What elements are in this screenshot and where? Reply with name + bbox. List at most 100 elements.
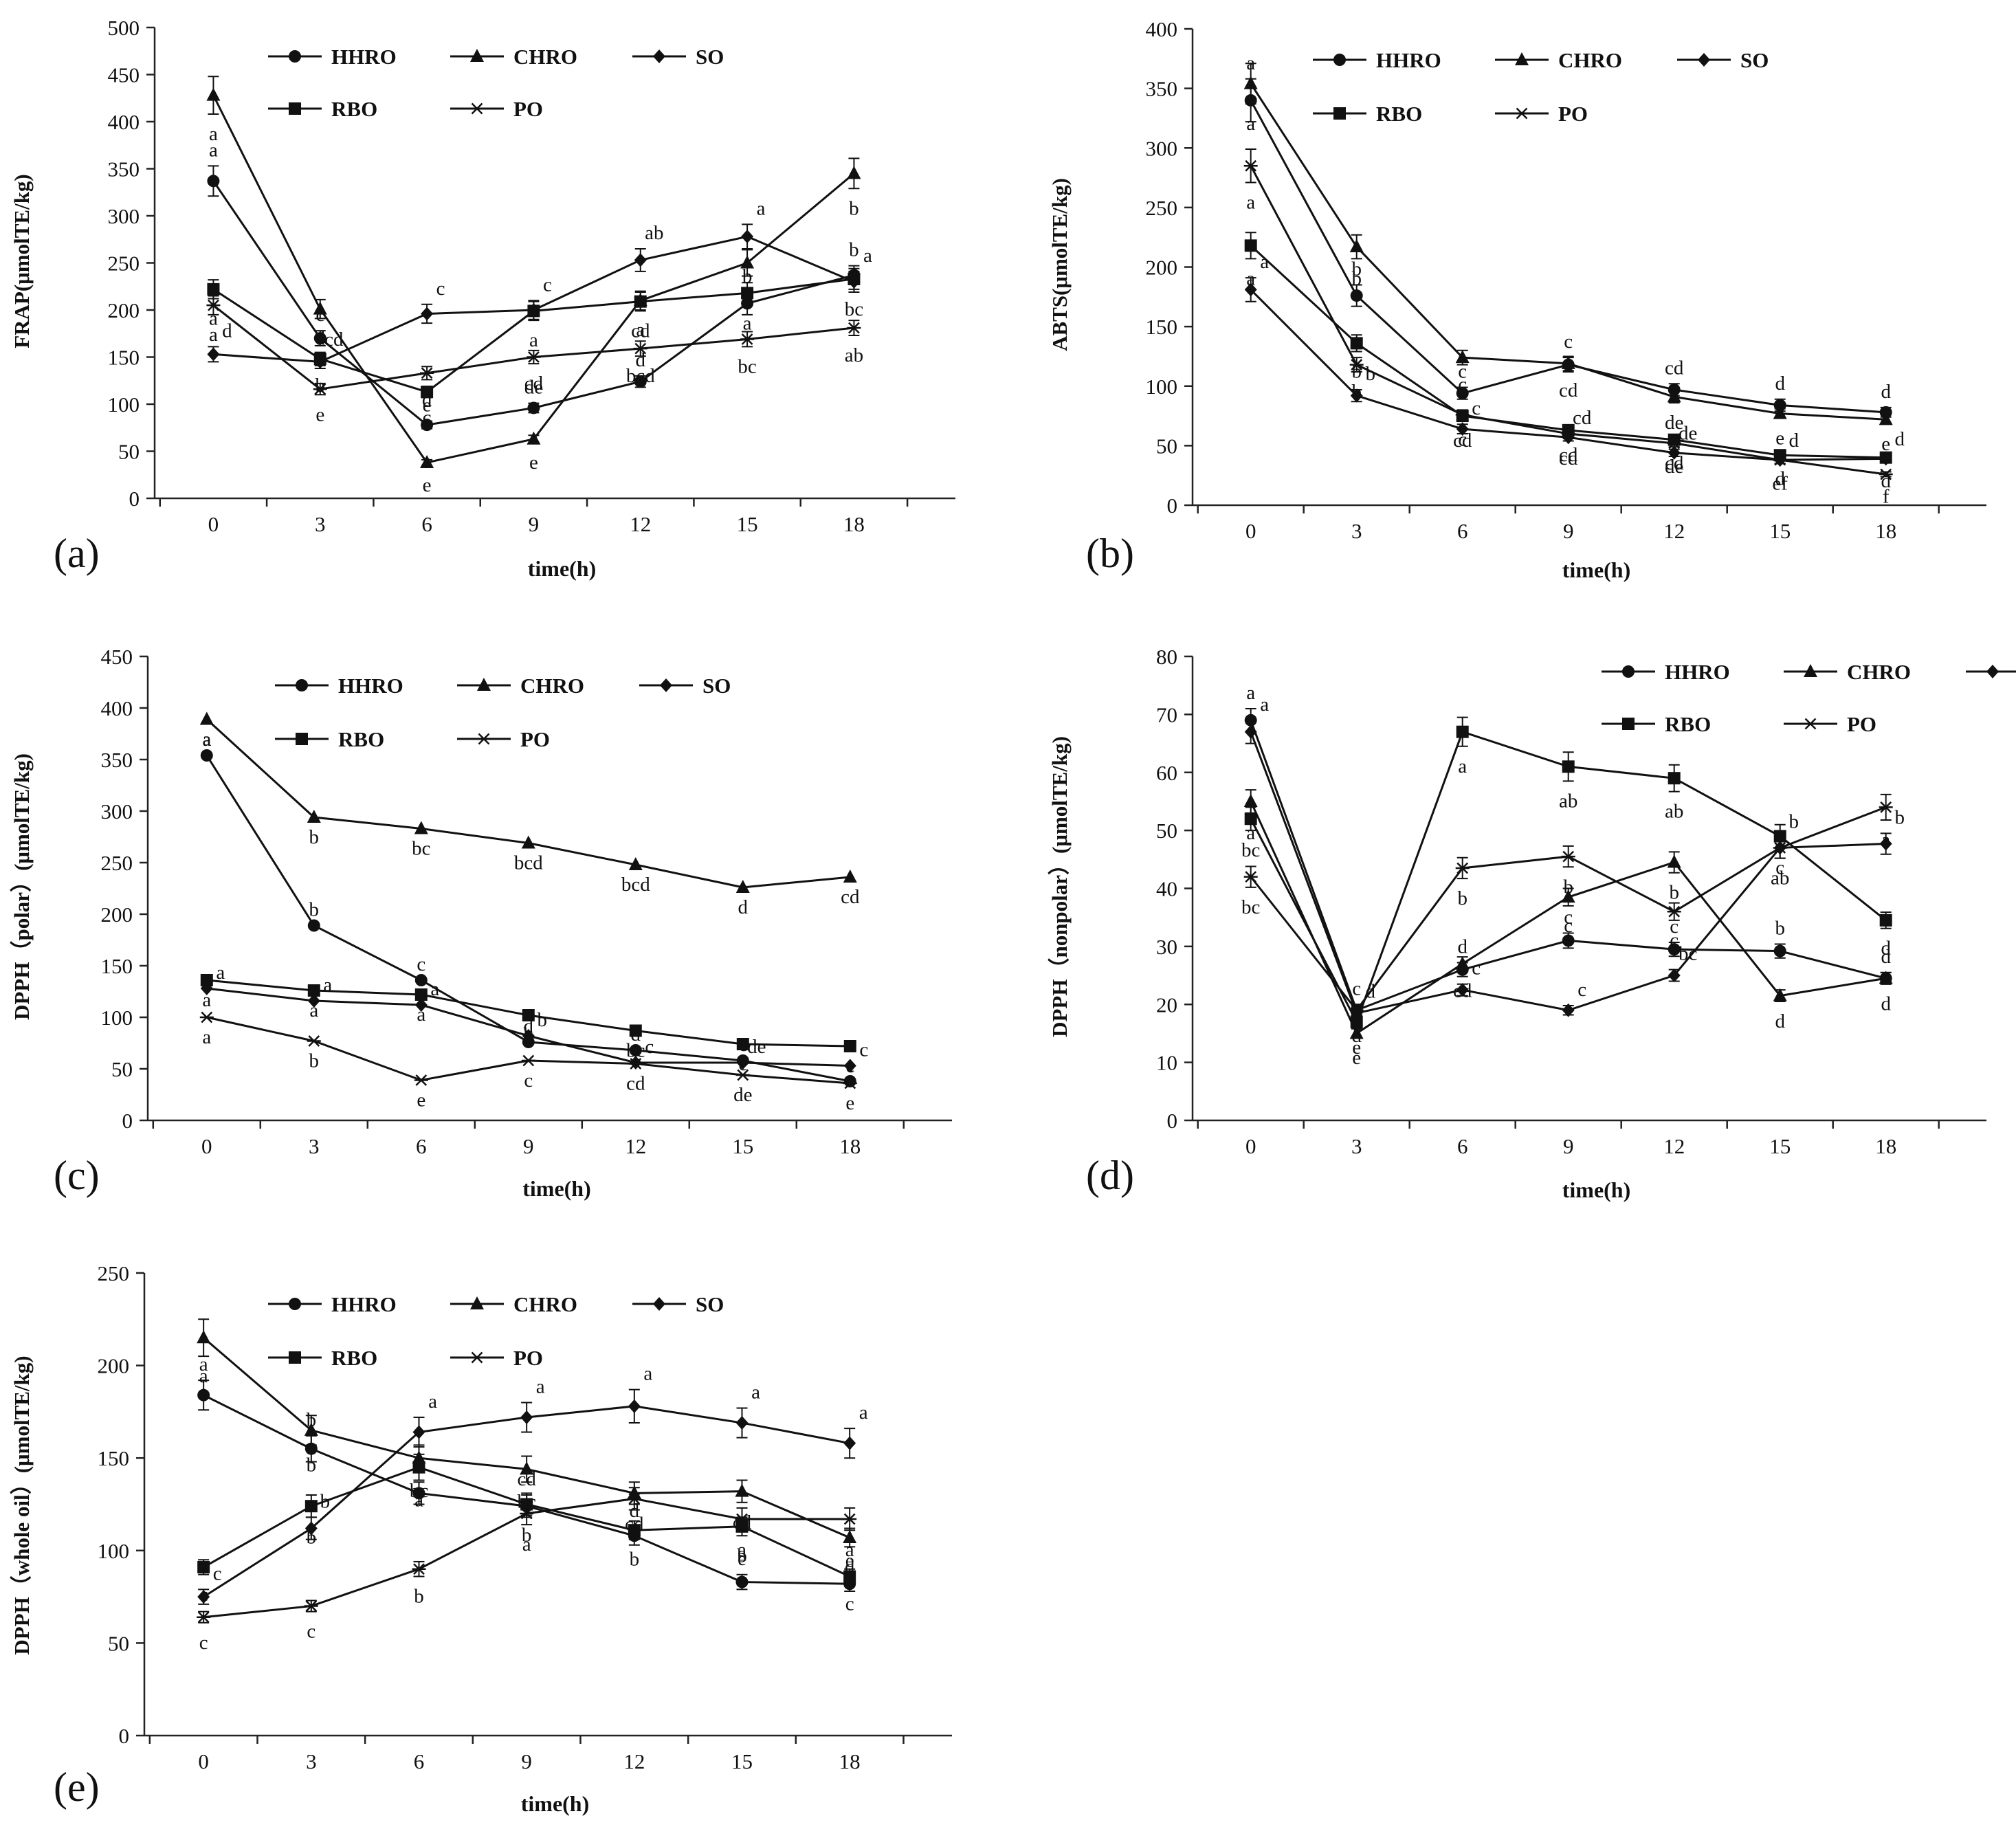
panel-a-y-tick-label: 450 [108,63,140,87]
panel-a-po-point-stroke-d2 [741,333,753,345]
panel-a-y-axis-title: FRAP(μmolTE/kg) [10,174,34,348]
panel-d-x-axis-title: time(h) [1562,1177,1631,1202]
panel-b-hhro-point [1456,387,1469,400]
panel-a-rbo-letter: a [209,308,218,330]
panel-a-chro-point [313,301,327,315]
panel-c-chro-point [521,835,535,849]
panel-d-legend-item-rbo: RBO [1602,712,1711,736]
panel-c-y-tick-label: 50 [111,1057,133,1081]
panel-a-po-point-stroke-d2 [634,342,647,355]
panel-c-rbo-point [736,1038,749,1050]
panel-c-y-tick-label: 200 [101,903,133,927]
panel-c-legend-marker [296,679,308,691]
panel-c-po-point [199,1011,214,1023]
panel-c-series-chro: a b bc bcd bcd d cd [199,711,860,918]
panel-d-hhro-letter: c [1564,906,1573,928]
panel-d-po-point [1667,905,1681,918]
panel-b-hhro-letter: b [1351,258,1362,280]
panel-e-rbo-letter: b [630,1549,640,1571]
panel-d-legend-item-po: PO [1784,712,1876,736]
panel-b-x-tick-label: 6 [1457,519,1468,543]
panel-b-y-tick-label: 350 [1146,77,1178,101]
panel-e-po-point-stroke-d2 [736,1513,748,1525]
panel-d-legend-marker [1986,665,1999,678]
panel-b-y-tick-label: 50 [1156,434,1177,458]
panel-b-po-point-stroke-d2 [1880,468,1892,480]
panel-a-legend-marker-stroke-d2 [471,102,483,115]
panel-b-po-letter: ef [1772,472,1788,494]
panel-c-rbo-point [843,1040,856,1052]
panel-c-chro-letter: a [202,729,211,751]
panel-b-so-letter: cd [1573,407,1592,429]
panel-a-po-point [847,322,861,334]
panel-a-chro-point [740,255,755,269]
panel-a-legend-label: CHRO [513,45,577,69]
panel-c-chro-point [199,711,214,725]
panel-b-legend-marker [1515,52,1529,65]
panel-e-hhro-letter: e [738,1548,746,1570]
panel-e-legend-marker [289,1351,301,1364]
panel-b-po-letter: f [1883,485,1890,507]
panel-a-legend-label: SO [696,45,724,69]
panel-d-chro-point [1879,971,1893,984]
panel-d-po-point-stroke-d2 [1668,905,1681,918]
panel-d-so-letter: b [1788,810,1799,832]
panel-b-chro-letter: e [1775,428,1784,450]
panel-c-legend: HHRO CHRO SO RBO PO [275,674,731,751]
panel-c-chro-letter: bcd [514,852,543,874]
panel-d-tag: (d) [1086,1153,1134,1198]
panel-c-po-point [628,1058,643,1070]
panel-a-po-point [206,299,221,311]
panel-c-rbo-letter: b [524,1024,534,1046]
panel-a-po-letter: a [209,324,218,346]
panel-a-rbo-point [313,353,326,366]
panel-c-so-letter: a [323,974,332,996]
panel-d-hhro-point [1562,934,1575,947]
panel-d-x-tick-label: 12 [1663,1134,1685,1158]
panel-d-legend-item-hhro: HHRO [1602,660,1730,684]
panel-e-legend-label: SO [696,1292,724,1316]
panel-b-so-letter: d [1788,430,1799,452]
panel-d-chro-point [1773,988,1787,1001]
panel-e-rbo-letter: c [199,1584,208,1606]
panel-d-legend-marker [1622,718,1635,730]
panel-c-so-letter: c [859,1039,868,1061]
panel-a-x-tick-label: 3 [315,512,326,536]
panel-d-y-tick-label: 0 [1167,1109,1178,1133]
panel-d-so-letter: bc [1679,943,1697,965]
panel-d-legend-marker [1804,664,1817,677]
panel-b-po-point [1349,359,1364,370]
panel-e-legend-marker [653,1297,665,1311]
panel-b-po-point [1667,437,1681,450]
panel-d-hhro-letter: b [1775,918,1785,940]
panel-d-chro-point [1349,1026,1364,1039]
panel-a-legend-item-chro: CHRO [450,45,577,69]
panel-b-legend-marker [1515,107,1529,120]
panel-c-po-letter: c [524,1070,533,1092]
panel-d-legend-item-so: SO [1966,665,2016,678]
panel-c-chro-letter: cd [841,886,860,908]
panel-e-po-letter: a [522,1533,531,1555]
panel-d-x-tick-label: 0 [1245,1134,1256,1158]
panel-b-rbo-point [1773,449,1786,462]
panel-b-so-point [1668,445,1681,460]
panel-a-legend-marker [470,49,484,62]
panel-e-legend-item-hhro: HHRO [268,1292,397,1316]
panel-e-hhro-letter: a [199,1353,208,1375]
panel-d-po-point [1773,842,1787,854]
panel-a-hhro-point [634,375,647,388]
panel-d-so-letter: b [1894,806,1905,828]
panel-c-x-tick-label: 3 [309,1134,320,1158]
panel-b-po-letter: a [1246,191,1255,213]
panel-c-chro-letter: bcd [621,874,650,896]
panel-b-chro-point [1243,76,1258,89]
panel-e-legend-label: RBO [331,1346,377,1370]
panel-a-y-tick-label: 50 [118,440,140,464]
panel-e-legend-label: CHRO [513,1292,577,1316]
panel-c-po-point-stroke-d2 [308,1035,320,1047]
panel-a-po-letter: e [315,403,324,425]
